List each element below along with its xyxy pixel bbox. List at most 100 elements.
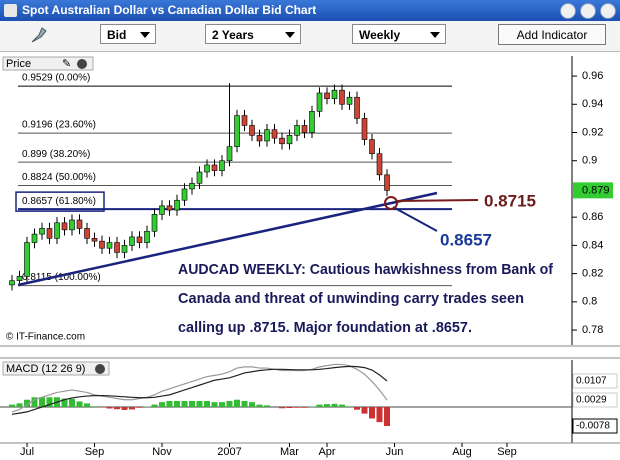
chart: Price ✎ MACD (12 26 9) © IT-Finance.com … — [0, 52, 620, 460]
histogram-bar — [279, 407, 285, 409]
histogram-bar — [91, 406, 98, 408]
annotation-arrow — [395, 199, 479, 202]
dropdown-text: Weekly — [359, 28, 401, 42]
candle-body — [346, 96, 353, 105]
candle-body — [69, 219, 75, 231]
y-tick-label: 0.78 — [582, 324, 603, 336]
candle-body — [331, 89, 338, 99]
fib-label-box — [15, 191, 105, 212]
x-tick-label: Aug — [452, 446, 472, 458]
minimize-button[interactable] — [580, 3, 596, 19]
histogram-bar — [159, 402, 165, 408]
last-price-badge — [573, 182, 613, 199]
candle-body — [264, 129, 270, 142]
close-panel-icon[interactable] — [95, 364, 105, 374]
toolbar: Bid 2 Years Weekly Add Indicator — [0, 21, 620, 52]
candle-body — [294, 125, 300, 136]
x-tick-label: Nov — [152, 446, 172, 458]
candle-body — [151, 214, 158, 232]
interval-dropdown[interactable]: Weekly — [352, 24, 446, 44]
histogram-bar — [69, 398, 75, 408]
histogram-bar — [61, 398, 68, 408]
candle-body — [316, 92, 323, 112]
dropdown-text: Bid — [107, 28, 127, 42]
candle-body — [46, 228, 53, 239]
x-tick-label: Jul — [20, 446, 34, 458]
histogram-bar — [76, 401, 83, 408]
histogram-bar — [16, 403, 23, 408]
histogram-bar — [361, 407, 368, 414]
fib-label: 0.9196 (23.60%) — [22, 120, 96, 131]
histogram-bar — [204, 400, 210, 408]
histogram-bar — [189, 400, 195, 408]
histogram-bar — [181, 400, 188, 408]
x-tick-label: 2007 — [217, 446, 241, 458]
candle-body — [226, 146, 233, 162]
copyright: © IT-Finance.com — [6, 332, 85, 343]
annotation-arrow — [392, 206, 438, 232]
close-panel-icon[interactable] — [77, 59, 87, 69]
y-tick-label: 0.96 — [582, 70, 603, 82]
histogram-bar — [376, 407, 383, 423]
draw-tool-icon[interactable] — [30, 26, 48, 44]
histogram-bar — [114, 407, 120, 410]
histogram-bar — [346, 406, 353, 408]
histogram-bar — [249, 402, 255, 408]
histogram-bar — [294, 407, 300, 408]
candle-body — [361, 118, 368, 140]
value-badge — [572, 373, 618, 389]
candle-body — [144, 230, 150, 243]
histogram-bar — [339, 404, 345, 408]
histogram-bar — [286, 407, 293, 409]
add-indicator-button[interactable]: Add Indicator — [498, 24, 606, 45]
histogram-bar — [84, 403, 90, 408]
candle-body — [174, 199, 180, 211]
close-button[interactable] — [600, 3, 616, 19]
trend-line — [17, 191, 438, 287]
histogram-bar — [166, 400, 173, 408]
panel-header — [2, 56, 94, 71]
fib-label: 0.8657 (61.80%) — [22, 196, 96, 207]
candle-body — [114, 242, 120, 253]
candle-body — [286, 135, 293, 145]
macd-line — [11, 363, 388, 413]
candle-body — [369, 139, 375, 154]
candle-body — [99, 240, 105, 249]
candle-body — [16, 276, 23, 281]
histogram-bar — [129, 407, 135, 410]
candle-body — [106, 242, 113, 249]
candle-body — [309, 111, 315, 133]
candle-body — [24, 242, 30, 277]
help-button[interactable] — [560, 3, 576, 19]
candle-body — [219, 160, 225, 171]
target-circle — [384, 196, 398, 210]
candle-body — [376, 153, 383, 176]
histogram-bar — [226, 400, 233, 408]
candle-body — [129, 236, 135, 246]
x-tick-label: Sep — [85, 446, 105, 458]
histogram-bar — [324, 404, 330, 408]
candle-body — [204, 164, 210, 173]
histogram-bar — [31, 397, 38, 408]
candle-body — [241, 115, 248, 126]
value-badge-label: 0.0029 — [576, 395, 607, 406]
dropdown-text: 2 Years — [212, 28, 254, 42]
fib-label: 0.9529 (0.00%) — [22, 73, 90, 84]
settings-icon[interactable]: ✎ — [62, 58, 71, 70]
candle-body — [61, 222, 68, 231]
last-price-label: 0.879 — [582, 184, 610, 196]
candle-body — [31, 233, 38, 243]
fib-label: 0.8115 (100.00%) — [22, 272, 101, 283]
candle-body — [159, 205, 165, 215]
candle-body — [121, 245, 128, 253]
histogram-bar — [9, 404, 15, 408]
title-bar: Spot Australian Dollar vs Canadian Dolla… — [0, 0, 620, 21]
candle-body — [166, 205, 173, 211]
period-dropdown[interactable]: 2 Years — [205, 24, 301, 44]
x-tick-label: Apr — [318, 446, 335, 458]
histogram-bar — [241, 400, 248, 408]
histogram-bar — [384, 407, 390, 427]
price-type-dropdown[interactable]: Bid — [100, 24, 156, 44]
histogram-bar — [369, 407, 375, 419]
